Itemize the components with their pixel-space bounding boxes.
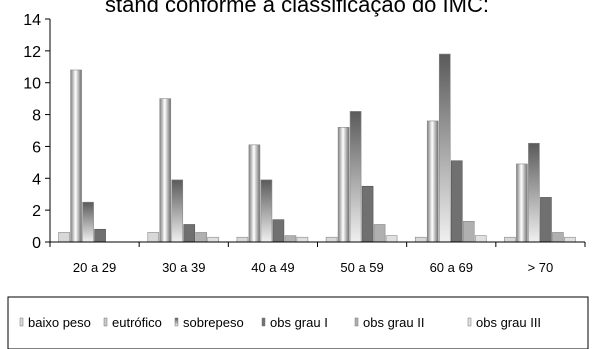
bar-obs-grau-ii-2	[284, 235, 297, 243]
y-tick-label: 2	[32, 203, 41, 220]
bar-baixo-peso-2	[236, 236, 249, 243]
legend-entry-label: eutrófico	[112, 315, 162, 330]
bar-sobrepeso-0	[82, 201, 94, 243]
bar-sobrepeso-3	[349, 111, 362, 243]
x-tick-label: 50 a 59	[340, 260, 383, 275]
bar-eutrófico-3	[337, 127, 350, 243]
bar-eutrófico-4	[426, 120, 439, 243]
bar-baixo-peso-1	[147, 232, 160, 243]
legend-entry-label: obs grau III	[476, 315, 541, 330]
bar-sobrepeso-5	[528, 142, 540, 243]
x-axis: 20 a 29 30 a 39 40 a 49 50 a 59 60 a 69 > 70	[49, 241, 586, 275]
y-tick-label: 4	[32, 171, 41, 188]
y-tick-label: 8	[32, 108, 41, 125]
y-tick-label: 0	[32, 235, 41, 252]
legend-entry-label: obs grau I	[270, 315, 328, 330]
bar-obs-grau-i-3	[361, 185, 374, 243]
legend-swatch	[103, 317, 108, 327]
bar-baixo-peso-0	[58, 232, 70, 243]
bar-obs-grau-i-0	[94, 228, 106, 243]
x-tick-label: 40 a 49	[251, 260, 294, 275]
bar-eutrófico-0	[70, 69, 82, 243]
bar-obs-grau-ii-3	[373, 224, 386, 243]
y-tick-label: 14	[23, 12, 41, 29]
bars	[58, 53, 576, 243]
bar-obs-grau-iii-5	[564, 236, 576, 243]
legend-swatch	[467, 317, 472, 327]
bar-sobrepeso-1	[171, 179, 184, 243]
y-tick-label: 6	[32, 139, 41, 156]
bar-eutrófico-1	[159, 98, 172, 243]
bar-sobrepeso-2	[260, 179, 273, 243]
bar-obs-grau-iii-3	[385, 235, 398, 243]
legend: baixo peso eutrófico sobrepeso obs grau I ob…	[19, 315, 541, 330]
bar-obs-grau-ii-1	[195, 232, 208, 243]
legend-swatch	[174, 317, 179, 327]
bar-obs-grau-i-1	[183, 224, 196, 243]
legend-swatch	[354, 317, 359, 327]
bar-obs-grau-ii-4	[462, 220, 475, 243]
bar-baixo-peso-5	[504, 236, 516, 243]
legend-swatch	[19, 317, 24, 327]
bar-baixo-peso-4	[414, 236, 427, 243]
bar-obs-grau-iii-1	[207, 236, 220, 243]
bar-baixo-peso-3	[325, 236, 338, 243]
legend-swatch	[261, 317, 266, 327]
bar-sobrepeso-4	[438, 53, 451, 243]
y-tick-label: 10	[23, 76, 41, 93]
bar-obs-grau-ii-5	[552, 232, 564, 243]
legend-entry-label: obs grau II	[363, 315, 424, 330]
bar-obs-grau-i-5	[540, 197, 552, 243]
bar-obs-grau-i-4	[450, 160, 463, 243]
y-tick-label: 12	[23, 44, 41, 61]
bar-obs-grau-iii-2	[296, 236, 309, 243]
x-tick-label: 30 a 39	[162, 260, 205, 275]
chart-title: stand conforme a classificação do IMC:	[105, 0, 489, 17]
legend-entry-label: baixo peso	[28, 315, 91, 330]
bar-obs-grau-iii-4	[474, 235, 487, 243]
x-tick-label: 60 a 69	[430, 260, 473, 275]
x-tick-label: 20 a 29	[73, 260, 116, 275]
legend-entry-label: sobrepeso	[183, 315, 244, 330]
bar-eutrófico-5	[516, 163, 528, 243]
bar-obs-grau-i-2	[272, 219, 285, 243]
x-tick-label: > 70	[528, 260, 554, 275]
bar-eutrófico-2	[248, 144, 261, 243]
y-axis: 0 2 4 6 8 10 12 14	[23, 12, 51, 252]
